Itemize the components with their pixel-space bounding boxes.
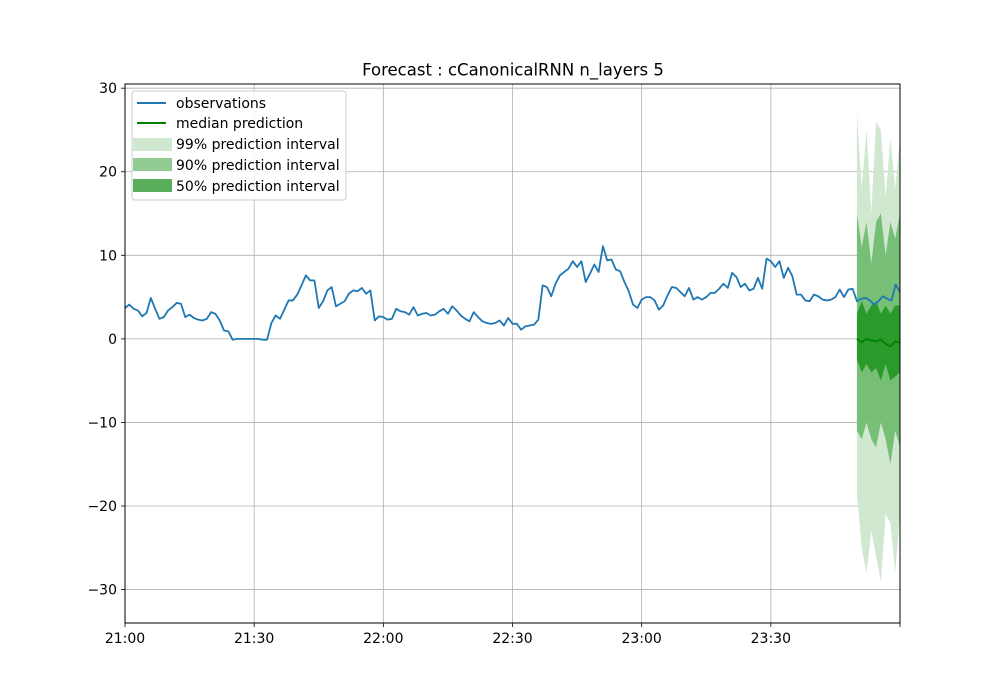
- legend-label-50: 50% prediction interval: [176, 179, 340, 195]
- x-tick-label: 21:30: [234, 631, 274, 647]
- prediction-interval-bands: [856, 113, 900, 582]
- x-tick-label: 23:30: [751, 631, 791, 647]
- legend-label-observations: observations: [176, 96, 266, 112]
- x-tick-label: 22:00: [363, 631, 403, 647]
- legend-frame: [131, 90, 347, 201]
- legend-swatch-99: [133, 138, 172, 151]
- chart-title: Forecast : cCanonicalRNN n_layers 5: [362, 61, 664, 81]
- observations-line: [124, 245, 901, 341]
- x-tick-label: 23:00: [621, 631, 661, 647]
- y-tick-label: −10: [87, 415, 117, 431]
- axis-ticks: 21:00 21:30 22:00 22:30 23:00 23:30 −30 −20 −10 0…: [87, 81, 901, 647]
- legend: observations median prediction 99% predi…: [131, 90, 347, 201]
- y-tick-label: 0: [108, 332, 117, 348]
- series-lines: [124, 245, 901, 348]
- median-prediction-line: [856, 337, 901, 348]
- legend-label-99: 99% prediction interval: [176, 137, 340, 153]
- legend-label-90: 90% prediction interval: [176, 158, 340, 174]
- legend-swatch-50: [133, 179, 172, 192]
- grid-lines: [124, 84, 900, 623]
- legend-label-median: median prediction: [176, 116, 303, 132]
- x-tick-label: 21:00: [105, 631, 145, 647]
- y-tick-label: 20: [99, 165, 117, 181]
- y-tick-label: −30: [87, 583, 117, 599]
- y-tick-label: 30: [99, 81, 117, 97]
- y-tick-label: −20: [87, 499, 117, 515]
- x-tick-label: 22:30: [492, 631, 532, 647]
- legend-swatch-90: [133, 158, 172, 171]
- y-tick-label: 10: [99, 248, 117, 264]
